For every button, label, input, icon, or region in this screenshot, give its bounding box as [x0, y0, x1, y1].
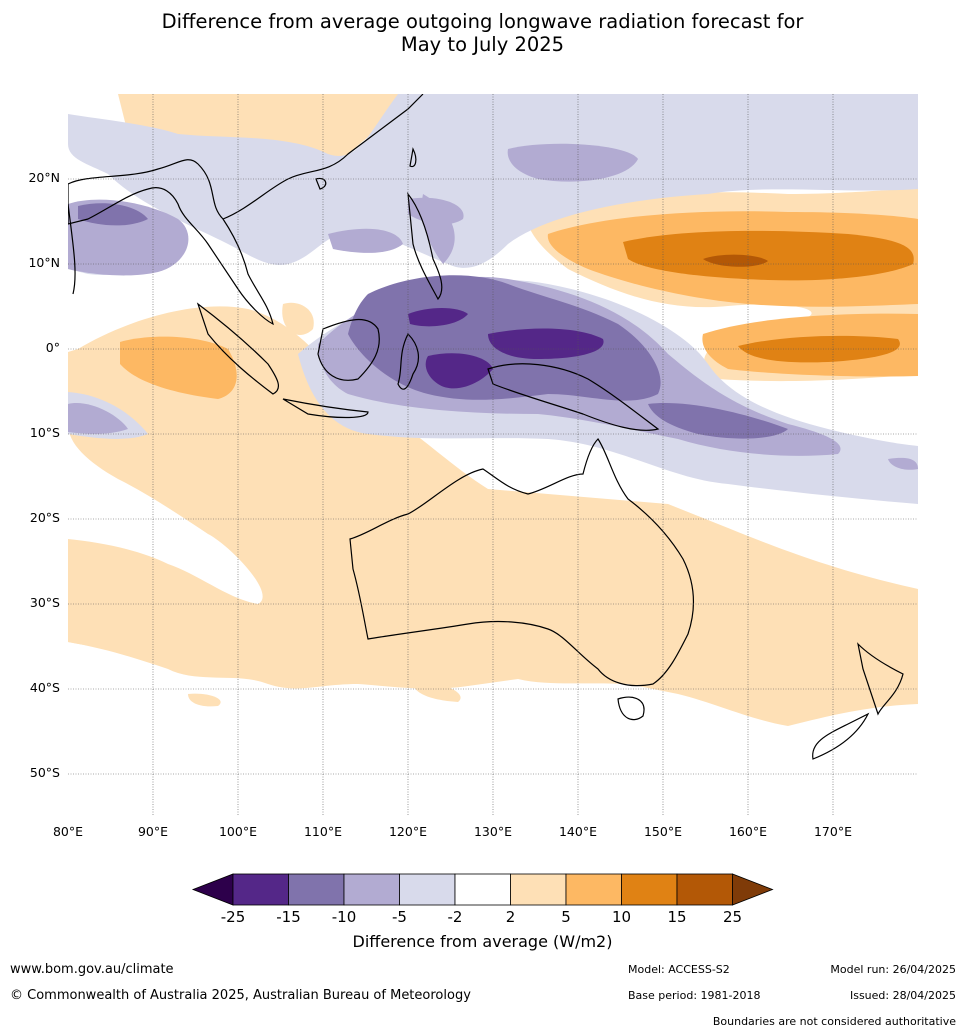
- lat-label-20n: 20°N: [28, 170, 60, 185]
- map-svg: [68, 94, 918, 816]
- base-period-text: Base period: 1981-2018: [628, 989, 761, 1002]
- lon-label-110e: 110°E: [303, 824, 342, 839]
- lat-label-equator: 0°: [45, 340, 60, 355]
- lon-label-170e: 170°E: [813, 824, 852, 839]
- colorbar-bin: [454, 873, 511, 906]
- colorbar-tick-label: -15: [276, 908, 301, 926]
- map-title: Difference from average outgoing longwav…: [0, 10, 965, 56]
- colorbar-tick-label: -25: [221, 908, 246, 926]
- colorbar-tick-label: 25: [723, 908, 742, 926]
- lat-label-40s: 40°S: [29, 680, 60, 695]
- colorbar-bin: [621, 873, 678, 906]
- colorbar-tick-label: -10: [332, 908, 357, 926]
- lon-label-120e: 120°E: [388, 824, 427, 839]
- colorbar-tick-label: 2: [506, 908, 516, 926]
- lat-label-50s: 50°S: [29, 765, 60, 780]
- website-link[interactable]: www.bom.gov.au/climate: [10, 962, 174, 977]
- title-line-1: Difference from average outgoing longwav…: [161, 10, 804, 33]
- title-line-2: May to July 2025: [400, 33, 565, 56]
- issued-text: Issued: 28/04/2025: [849, 989, 956, 1002]
- lon-label-130e: 130°E: [473, 824, 512, 839]
- lat-label-10n: 10°N: [28, 255, 60, 270]
- colorbar-bin: [288, 873, 345, 906]
- anomaly-neg15-to-neg25-regions: [408, 308, 604, 389]
- lat-label-30s: 30°S: [29, 595, 60, 610]
- copyright-text: © Commonwealth of Australia 2025, Austra…: [10, 988, 471, 1003]
- colorbar-bin: [510, 873, 567, 906]
- lon-label-100e: 100°E: [218, 824, 257, 839]
- colorbar-label: Difference from average (W/m2): [352, 932, 613, 951]
- colorbar-tick-label: 10: [612, 908, 631, 926]
- lat-label-20s: 20°S: [29, 510, 60, 525]
- colorbar-bin: [343, 873, 400, 906]
- colorbar-tick-label: -2: [448, 908, 463, 926]
- colorbar-bin: [565, 873, 622, 906]
- coastlines: [68, 94, 904, 760]
- colorbar-swatches: [191, 873, 774, 906]
- colorbar-tick-labels: -25 -15 -10 -5 -2 2 5 10 15 25: [221, 908, 742, 926]
- colorbar-tick-label: 5: [561, 908, 571, 926]
- colorbar-extend-min: [191, 873, 234, 906]
- colorbar-tick-label: -5: [392, 908, 407, 926]
- lon-label-140e: 140°E: [558, 824, 597, 839]
- colorbar-bin: [399, 873, 456, 906]
- colorbar-bin: [676, 873, 733, 906]
- colorbar-extend-max: [732, 873, 774, 906]
- colorbar-tick-label: 15: [667, 908, 686, 926]
- anomaly-15-to-25-regions: [703, 254, 768, 267]
- olr-anomaly-map: [68, 94, 918, 816]
- model-text: Model: ACCESS-S2: [628, 963, 730, 976]
- lat-label-10s: 10°S: [29, 425, 60, 440]
- lon-label-80e: 80°E: [52, 824, 84, 839]
- model-run-text: Model run: 26/04/2025: [830, 963, 956, 976]
- lon-label-90e: 90°E: [137, 824, 169, 839]
- graticule: [68, 94, 918, 816]
- lon-label-150e: 150°E: [643, 824, 682, 839]
- disclaimer-text: Boundaries are not considered authoritat…: [712, 1015, 956, 1028]
- lon-label-160e: 160°E: [728, 824, 767, 839]
- colorbar-bin: [232, 873, 289, 906]
